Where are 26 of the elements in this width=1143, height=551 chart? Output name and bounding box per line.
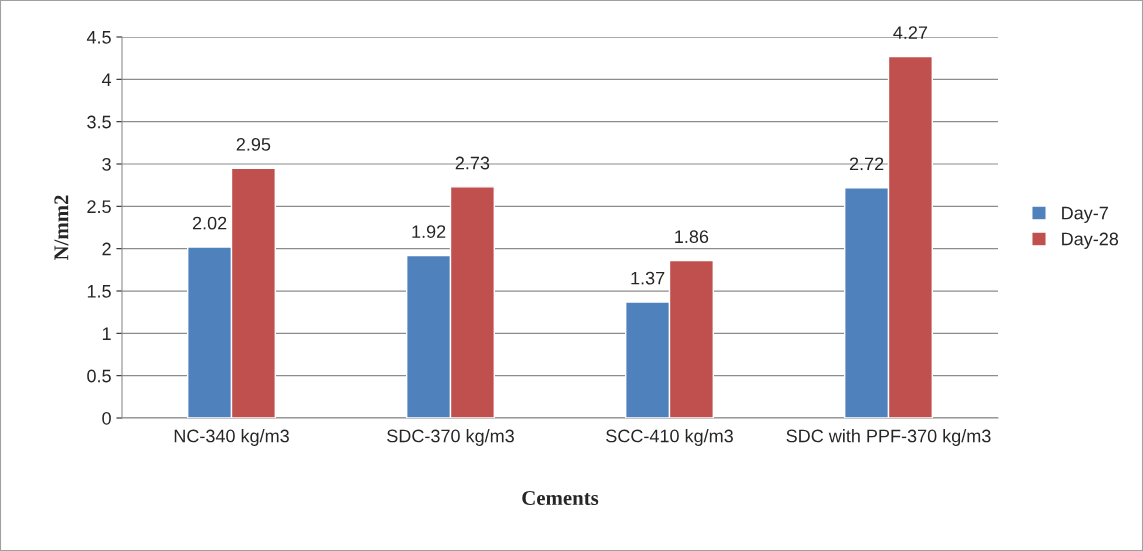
y-tick-label: 1: [102, 327, 111, 340]
x-axis-title: Cements: [522, 491, 599, 506]
data-label: 2.72: [849, 157, 884, 171]
y-tick-label: 4.5: [86, 31, 111, 44]
y-tick-label: 3: [102, 157, 111, 171]
x-tick-label: SCC-410 kg/m3: [606, 429, 733, 446]
data-label: 4.27: [893, 26, 928, 39]
y-axis-title: N/mm2: [54, 195, 69, 261]
x-tick-label: SDC-370 kg/m3: [387, 429, 514, 446]
y-tick-label: 2: [102, 242, 111, 256]
y-tick-label: 0: [102, 411, 111, 425]
x-tick-label: NC-340 kg/m3: [174, 429, 289, 446]
data-label: 2.95: [236, 137, 271, 151]
data-label: 2.73: [455, 156, 490, 170]
data-label: 1.86: [675, 230, 709, 244]
legend-label: Day-28: [1062, 232, 1119, 249]
y-tick-label: 0.5: [87, 369, 111, 383]
x-tick-label: SDC with PPF-370 kg/m3: [786, 429, 991, 446]
legend-label: Day-7: [1062, 206, 1108, 223]
y-tick-label: 3.5: [87, 115, 111, 129]
data-label: 1.92: [412, 225, 446, 238]
y-tick-label: 1.5: [87, 285, 111, 298]
data-label: 2.02: [192, 216, 227, 230]
y-tick-label: 2.5: [87, 200, 111, 214]
y-tick-label: 4: [101, 73, 112, 86]
data-label: 1.37: [631, 271, 665, 285]
